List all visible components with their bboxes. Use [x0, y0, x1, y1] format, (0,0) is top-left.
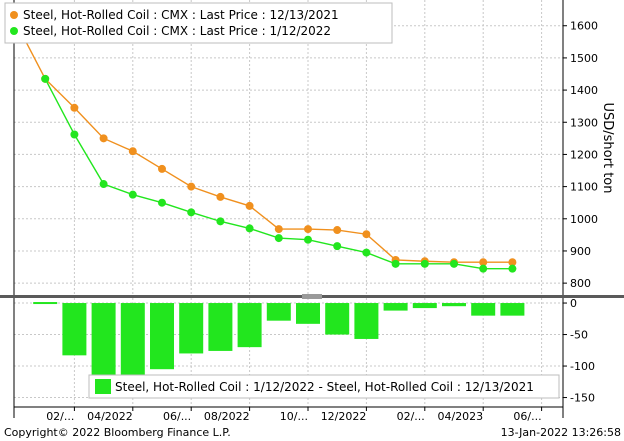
data-point	[128, 190, 137, 199]
data-point	[450, 259, 458, 268]
series-line-12-13-2021	[15, 22, 513, 263]
data-point	[333, 226, 342, 235]
y-axis-label: USD/short ton	[600, 103, 615, 194]
x-tick-label: 08/2022	[204, 410, 250, 423]
data-point	[362, 248, 371, 257]
data-point	[70, 130, 79, 139]
data-point	[158, 164, 166, 173]
top-panel-grid	[14, 0, 563, 296]
difference-bar	[471, 303, 496, 316]
x-tick-label: 06/...	[163, 410, 191, 423]
timestamp-text: 13-Jan-2022 13:26:58	[501, 426, 621, 439]
data-point	[245, 201, 254, 210]
data-point	[70, 103, 79, 112]
legend-marker	[10, 11, 18, 19]
y-tick-label: 800	[570, 277, 591, 290]
y-tick-label: 900	[570, 245, 591, 258]
data-point	[304, 225, 312, 234]
axes: 800 900 1000 1100 1200 1300 1400 1500 1600 0 -50 -1…	[0, 0, 624, 423]
legend-marker	[10, 27, 18, 35]
difference-bar	[208, 303, 233, 351]
y-tick-label: 1200	[570, 148, 598, 161]
data-point	[479, 258, 488, 267]
difference-bar	[179, 303, 204, 354]
y-tick-label: -100	[570, 360, 595, 373]
data-point	[362, 230, 371, 239]
difference-bar	[150, 303, 174, 370]
top-legend-box	[4, 2, 393, 44]
difference-bar	[442, 303, 466, 307]
x-tick-label: 02/...	[46, 410, 74, 423]
top-legend: Steel, Hot-Rolled Coil : CMX : Last Pric…	[4, 2, 393, 44]
data-point	[187, 182, 196, 191]
data-point	[128, 147, 137, 156]
legend-marker	[95, 379, 111, 394]
data-point	[333, 242, 342, 251]
y-tick-label: 1100	[570, 181, 598, 194]
x-tick-label: 04/2023	[437, 410, 483, 423]
difference-bar	[296, 303, 320, 324]
difference-bar	[237, 303, 262, 348]
data-point	[187, 208, 196, 217]
x-tick-label: 02/...	[397, 410, 425, 423]
data-point	[479, 264, 488, 273]
data-point	[391, 259, 400, 268]
difference-bar	[33, 302, 58, 305]
data-point	[216, 217, 225, 226]
y-tick-label: -50	[570, 329, 588, 342]
copyright-text: Copyright© 2022 Bloomberg Finance L.P.	[4, 426, 231, 439]
x-tick-label: 04/2022	[87, 410, 133, 423]
y-tick-label: 1300	[570, 116, 598, 129]
difference-bar	[383, 303, 408, 311]
data-point	[274, 234, 283, 243]
difference-bar	[325, 303, 350, 335]
data-point	[420, 259, 429, 268]
x-tick-label: 06/...	[513, 410, 541, 423]
legend-label: Steel, Hot-Rolled Coil : CMX : Last Pric…	[23, 8, 339, 22]
x-tick-label: 10/...	[280, 410, 308, 423]
y-tick-label: 1000	[570, 213, 598, 226]
legend-label: Steel, Hot-Rolled Coil : 1/12/2022 - Ste…	[115, 380, 534, 394]
y-tick-label: 1500	[570, 52, 598, 65]
data-point	[99, 180, 108, 189]
difference-bar	[266, 303, 291, 321]
y-tick-label: -150	[570, 392, 595, 405]
difference-bar	[500, 303, 525, 316]
data-point	[216, 192, 225, 201]
data-point	[99, 134, 108, 143]
y-tick-label: 1400	[570, 84, 598, 97]
price-lines	[12, 18, 517, 273]
data-point	[304, 235, 312, 244]
x-tick-label: 12/2022	[321, 410, 367, 423]
difference-bar	[120, 303, 145, 389]
difference-bar	[62, 303, 87, 356]
bottom-legend: Steel, Hot-Rolled Coil : 1/12/2022 - Ste…	[88, 374, 560, 399]
divider-handle[interactable]	[302, 294, 322, 299]
y-tick-label: 0	[570, 297, 577, 310]
data-point	[245, 224, 254, 233]
data-point	[274, 225, 283, 234]
data-point	[508, 264, 517, 273]
data-point	[41, 74, 50, 83]
data-point	[158, 198, 166, 207]
legend-label: Steel, Hot-Rolled Coil : CMX : Last Pric…	[23, 24, 331, 38]
data-point	[508, 258, 517, 267]
bottom-legend-box	[88, 374, 560, 399]
difference-bar	[354, 303, 379, 339]
difference-bar	[412, 303, 437, 309]
difference-bars	[33, 302, 525, 393]
y-tick-label: 1600	[570, 20, 598, 33]
